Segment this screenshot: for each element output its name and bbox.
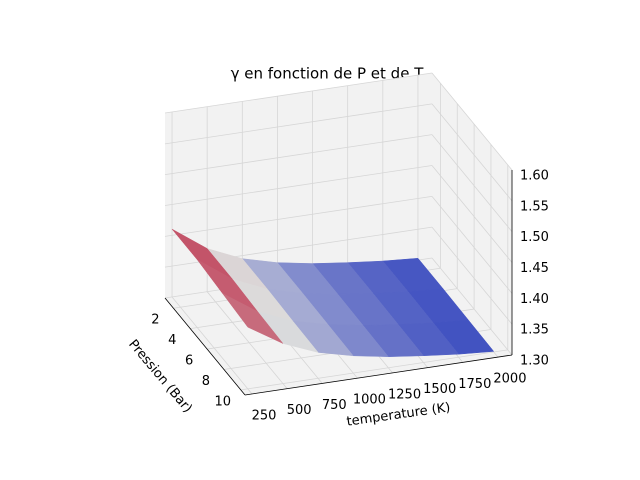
grid-line: [431, 72, 513, 171]
x-tick-label: 250: [252, 408, 277, 423]
z-tick-label: 1.45: [520, 261, 549, 276]
z-tick-label: 1.60: [520, 169, 549, 184]
grid-line: [240, 349, 508, 391]
x-tick-label: 1000: [353, 393, 386, 408]
z-tick-label: 1.50: [520, 230, 549, 245]
x-tick-label: 500: [287, 403, 312, 418]
x-tick-label: 2000: [493, 372, 526, 387]
grid-line: [431, 165, 513, 263]
z-tick-label: 1.40: [520, 292, 549, 307]
grid-line: [164, 72, 433, 114]
grid-line: [206, 291, 288, 389]
x-tick-label: 1750: [458, 377, 491, 392]
grid-line: [431, 226, 513, 325]
y-tick-label: 6: [185, 354, 193, 369]
grid-line: [431, 196, 513, 294]
chart-title: γ en fonction de P et de T: [231, 65, 425, 83]
x-tick-label: 1250: [388, 387, 421, 402]
surface-face: [222, 293, 284, 344]
y-tick-label: 4: [168, 333, 176, 348]
axis-line: [244, 354, 513, 396]
grid-line: [431, 103, 513, 202]
y-axis-label: Pression (Bar): [125, 337, 195, 416]
z-tick-label: 1.35: [520, 323, 549, 338]
z-tick-label: 1.55: [520, 199, 549, 214]
y-tick-label: 10: [215, 394, 232, 409]
grid-line: [164, 195, 433, 237]
grid-line: [164, 103, 433, 145]
grid-line: [171, 296, 253, 395]
grid-line: [431, 257, 513, 356]
grid-line: [431, 134, 513, 232]
grid-line: [164, 165, 433, 206]
grid-line: [164, 134, 433, 176]
z-tick-label: 1.30: [520, 354, 549, 369]
y-tick-label: 2: [151, 313, 159, 328]
y-tick-label: 8: [202, 374, 210, 389]
x-tick-label: 750: [322, 398, 347, 413]
x-tick-label: 1500: [423, 382, 456, 397]
axis-line: [164, 297, 246, 396]
